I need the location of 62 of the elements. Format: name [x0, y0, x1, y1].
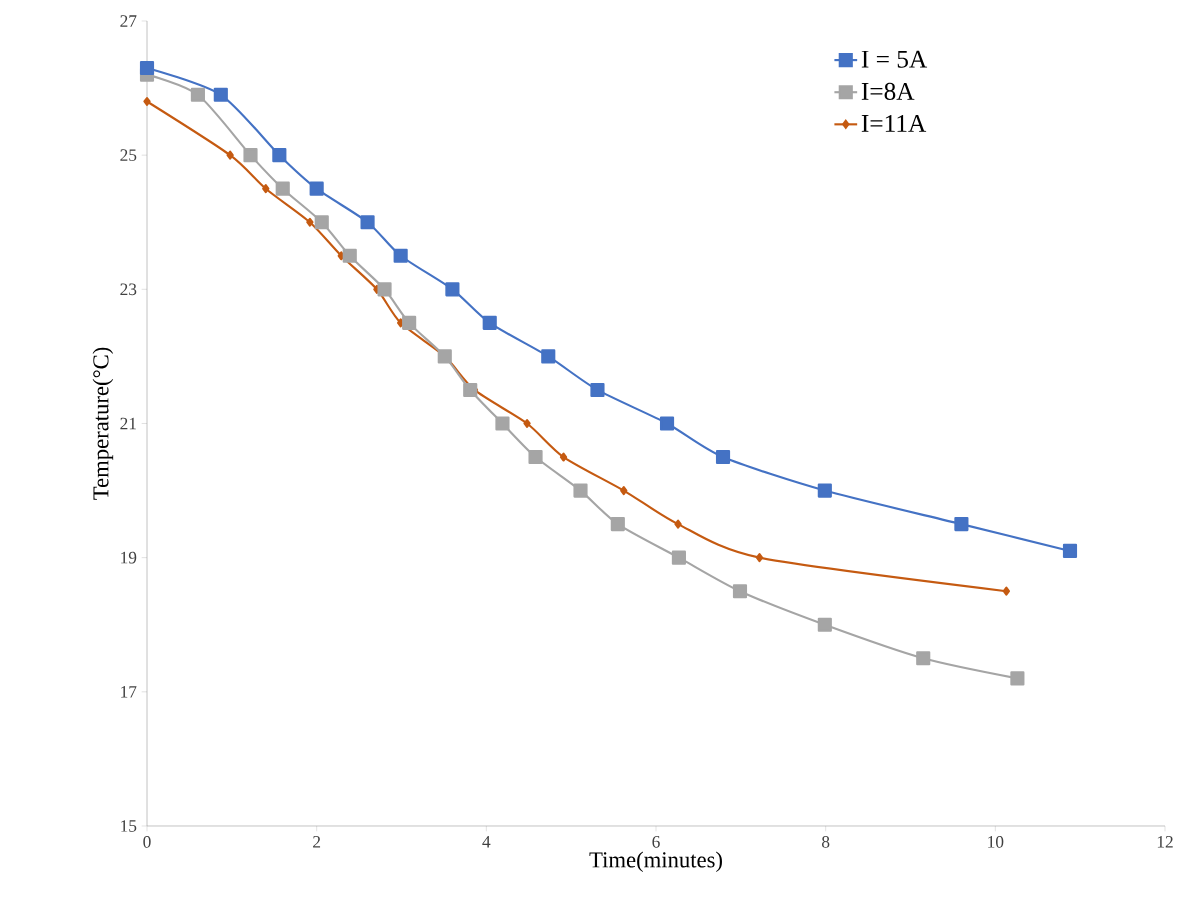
point — [715, 449, 731, 465]
x-axis-title: Time(minutes) — [589, 851, 722, 873]
legend-label: I = 5A — [861, 50, 928, 68]
point — [916, 651, 931, 666]
point — [437, 349, 452, 364]
point — [755, 553, 764, 563]
point — [190, 87, 205, 102]
point — [1002, 586, 1011, 596]
point — [528, 449, 543, 465]
y-tick-label: 21 — [120, 417, 136, 430]
point — [674, 519, 682, 529]
point — [402, 315, 417, 330]
point — [541, 349, 556, 364]
x-tick-label: 2 — [313, 836, 321, 848]
y-tick-label: 17 — [121, 686, 137, 698]
point — [262, 184, 270, 194]
point — [393, 248, 408, 263]
y-tick-label: 23 — [120, 283, 137, 296]
x-tick-label: 0 — [143, 836, 151, 848]
point — [817, 617, 832, 632]
y-tick-label: 27 — [120, 15, 137, 27]
point — [306, 217, 314, 227]
x-tick-label: 10 — [988, 836, 1004, 848]
point — [139, 60, 155, 76]
point — [243, 148, 258, 163]
y-axis-title: Temperature(°C) — [92, 347, 114, 500]
point — [272, 148, 287, 163]
y-tick-label: 25 — [120, 149, 137, 161]
point — [314, 215, 329, 230]
point — [559, 452, 568, 462]
point — [445, 282, 460, 297]
legend-label: I=11A — [861, 114, 927, 132]
point — [226, 150, 234, 160]
point — [954, 517, 969, 532]
y-tick-label: 15 — [121, 820, 137, 832]
point — [275, 181, 290, 196]
point — [620, 486, 628, 496]
point — [523, 418, 531, 429]
point — [495, 416, 510, 431]
point — [1062, 543, 1078, 559]
point — [732, 584, 748, 599]
point — [309, 181, 324, 196]
point — [610, 517, 625, 532]
point — [342, 248, 357, 263]
point — [213, 87, 228, 102]
x-tick-label: 12 — [1157, 836, 1173, 848]
x-tick-label: 8 — [822, 836, 830, 848]
point — [590, 382, 605, 398]
point — [377, 282, 392, 297]
legend-label: I=8A — [861, 82, 915, 100]
point — [671, 550, 686, 565]
x-tick-label: 6 — [652, 836, 660, 848]
point — [1010, 671, 1025, 686]
point — [463, 382, 478, 398]
point — [143, 96, 151, 107]
point — [573, 483, 588, 498]
point — [482, 315, 497, 330]
point — [817, 483, 832, 498]
x-tick-label: 4 — [482, 836, 491, 848]
point — [659, 416, 675, 431]
point — [360, 215, 375, 230]
y-tick-label: 19 — [121, 551, 137, 564]
